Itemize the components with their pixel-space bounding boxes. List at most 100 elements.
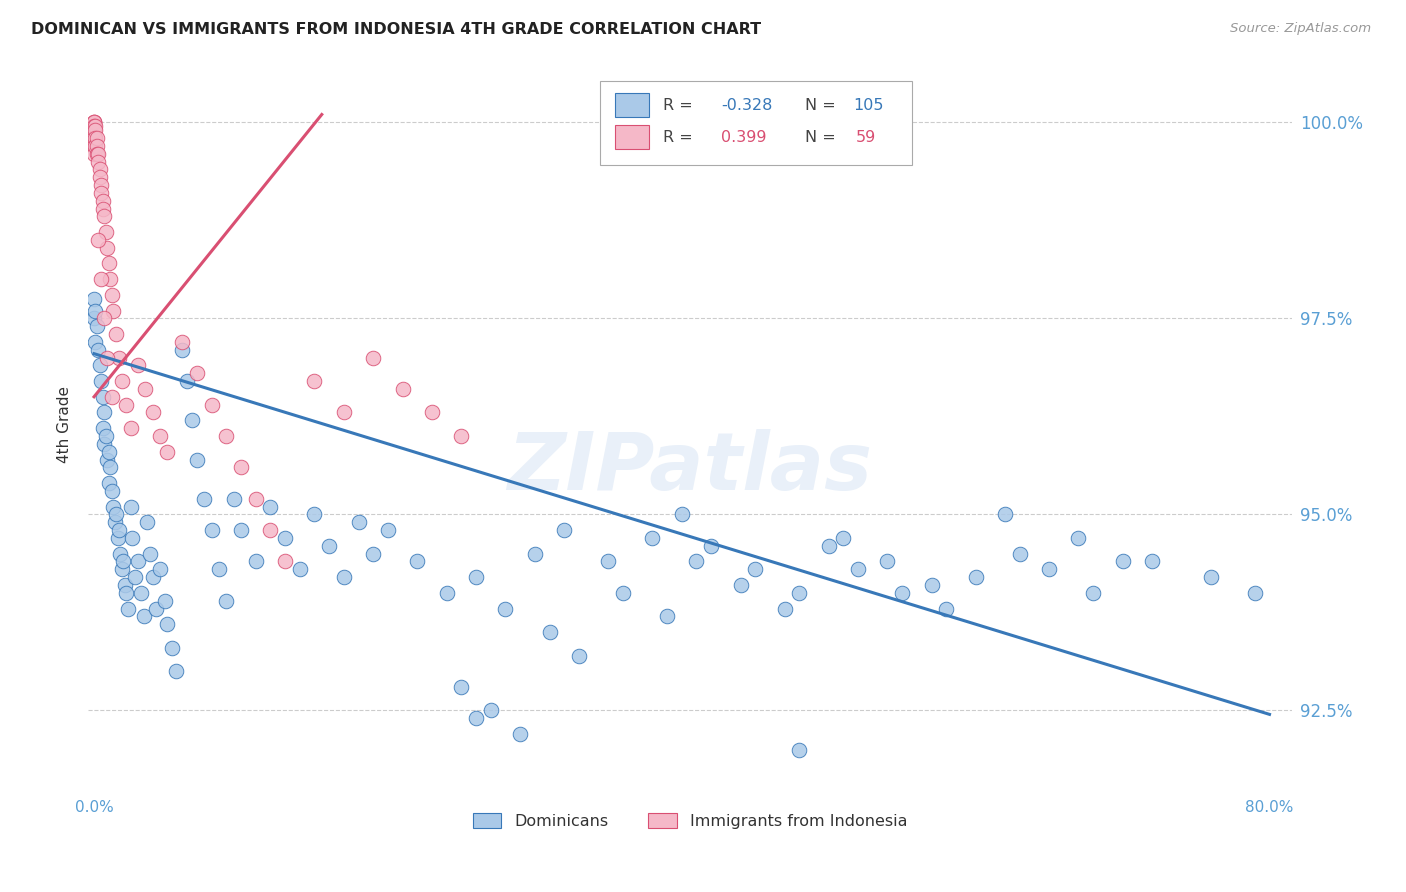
Point <box>1199 570 1222 584</box>
Point <box>465 570 488 584</box>
Point <box>127 554 149 568</box>
Point <box>93 210 115 224</box>
Point <box>110 547 132 561</box>
Point <box>789 586 811 600</box>
Point <box>112 554 135 568</box>
Point <box>93 405 115 419</box>
Point <box>1067 531 1090 545</box>
Text: 59: 59 <box>856 129 876 145</box>
Point <box>129 586 152 600</box>
Point <box>84 120 107 134</box>
Legend: Dominicans, Immigrants from Indonesia: Dominicans, Immigrants from Indonesia <box>467 806 914 836</box>
Point <box>100 288 122 302</box>
Point <box>105 327 128 342</box>
Point <box>83 115 105 129</box>
Point <box>361 351 384 365</box>
Point <box>90 186 112 200</box>
Point <box>685 554 707 568</box>
Point <box>84 303 107 318</box>
Point <box>1243 586 1265 600</box>
Point <box>208 562 231 576</box>
Point <box>149 429 172 443</box>
Point <box>156 617 179 632</box>
Point <box>83 115 105 129</box>
Point <box>149 562 172 576</box>
Point <box>215 593 238 607</box>
Point <box>84 123 107 137</box>
Point <box>86 139 108 153</box>
Point <box>83 146 105 161</box>
Point <box>86 131 108 145</box>
Point <box>1140 554 1163 568</box>
Point <box>377 523 399 537</box>
FancyBboxPatch shape <box>599 81 912 165</box>
Point <box>172 343 194 357</box>
FancyBboxPatch shape <box>616 93 650 117</box>
Text: ZIPatlas: ZIPatlas <box>508 429 872 507</box>
Point <box>160 640 183 655</box>
Text: Source: ZipAtlas.com: Source: ZipAtlas.com <box>1230 22 1371 36</box>
Y-axis label: 4th Grade: 4th Grade <box>58 385 72 463</box>
Point <box>186 452 208 467</box>
Point <box>97 256 120 270</box>
Point <box>1083 586 1105 600</box>
Point <box>96 241 118 255</box>
Point <box>132 609 155 624</box>
Point <box>83 120 105 134</box>
Point <box>259 500 281 514</box>
Point <box>91 202 114 216</box>
Point <box>304 374 326 388</box>
Point <box>523 547 546 561</box>
Point <box>90 374 112 388</box>
Point <box>744 562 766 576</box>
Point <box>215 429 238 443</box>
Point <box>97 444 120 458</box>
Point <box>391 382 413 396</box>
Point <box>436 586 458 600</box>
Point <box>89 162 111 177</box>
Point <box>846 562 869 576</box>
Point <box>84 131 107 145</box>
Point <box>108 351 131 365</box>
Point <box>120 500 142 514</box>
Point <box>115 398 138 412</box>
Point <box>83 115 105 129</box>
Point <box>121 531 143 545</box>
Text: R =: R = <box>664 129 699 145</box>
Point <box>96 452 118 467</box>
Point <box>84 334 107 349</box>
Point <box>83 311 105 326</box>
Point <box>333 570 356 584</box>
Point <box>86 319 108 334</box>
Point <box>87 154 110 169</box>
Point <box>156 444 179 458</box>
Point <box>165 665 187 679</box>
Point <box>84 139 107 153</box>
Point <box>318 539 340 553</box>
Point <box>891 586 914 600</box>
Point <box>117 601 139 615</box>
Point <box>200 523 222 537</box>
Point <box>641 531 664 545</box>
Point <box>222 491 245 506</box>
Text: R =: R = <box>664 98 699 112</box>
Point <box>111 562 134 576</box>
Point <box>145 601 167 615</box>
Point <box>89 170 111 185</box>
Point <box>450 680 472 694</box>
Point <box>90 272 112 286</box>
Point <box>120 421 142 435</box>
Point <box>172 334 194 349</box>
Point <box>612 586 634 600</box>
Point <box>101 500 124 514</box>
Point <box>104 515 127 529</box>
Point <box>139 547 162 561</box>
Point <box>176 374 198 388</box>
Point <box>83 131 105 145</box>
Point <box>229 460 252 475</box>
Point <box>100 483 122 498</box>
Point <box>730 578 752 592</box>
Point <box>274 554 297 568</box>
Point <box>94 429 117 443</box>
Point <box>98 272 121 286</box>
